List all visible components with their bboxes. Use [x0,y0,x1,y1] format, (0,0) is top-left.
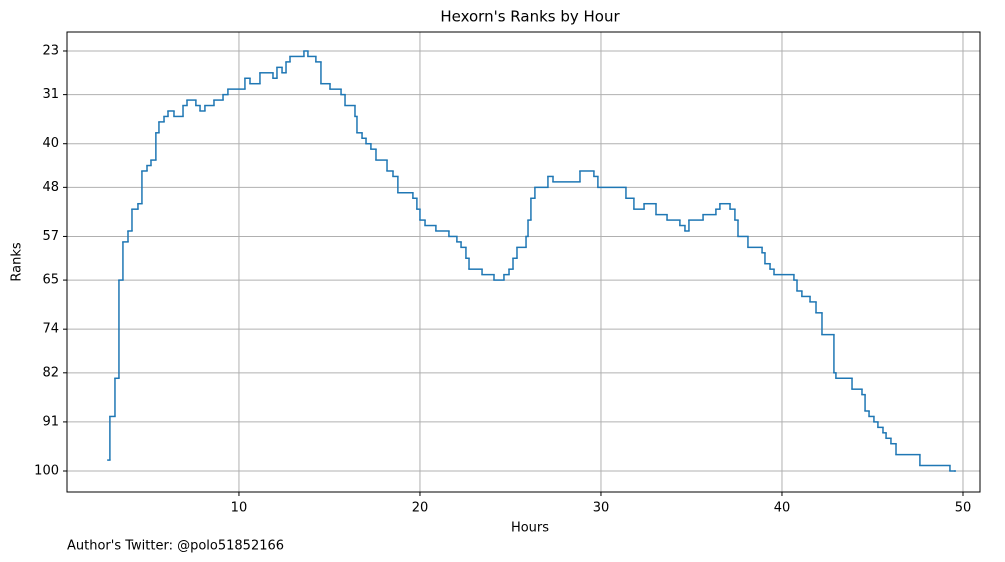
y-tick-label: 57 [42,229,59,244]
x-tick-label: 10 [231,501,248,516]
x-tick-label: 40 [774,501,791,516]
y-tick-label: 48 [42,180,59,195]
y-tick-label: 65 [42,273,59,288]
x-axis-label: Hours [511,521,549,536]
chart-title: Hexorn's Ranks by Hour [440,8,620,26]
x-tick-label: 50 [955,501,972,516]
annotation: Author's Twitter: @polo51852166 [67,539,284,554]
y-tick-label: 82 [42,365,59,380]
y-axis-label: Ranks [10,242,25,281]
plot-frame [66,31,981,493]
y-tick-label: 91 [42,414,59,429]
y-tick-label: 23 [42,43,59,58]
y-tick-label: 100 [34,463,59,478]
y-tick-label: 31 [42,87,59,102]
x-tick-label: 20 [412,501,429,516]
y-tick-label: 40 [42,136,59,151]
y-tick-label: 74 [42,322,59,337]
x-tick-label: 30 [593,501,610,516]
